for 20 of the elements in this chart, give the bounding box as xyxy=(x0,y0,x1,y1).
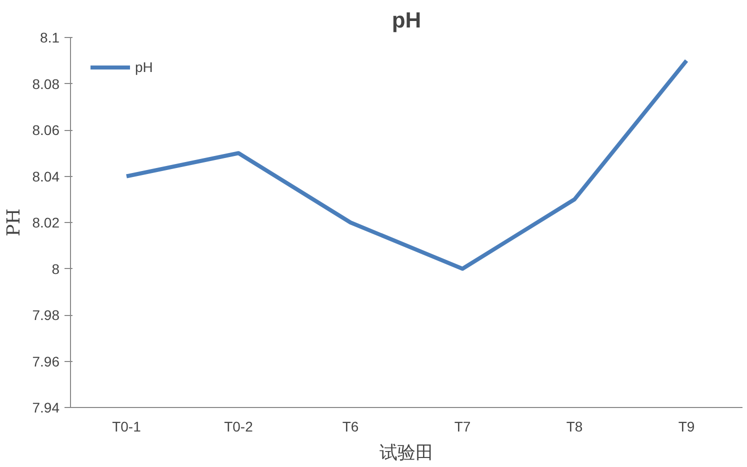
x-tick-label: T6 xyxy=(342,418,359,434)
y-tick-label: 7.96 xyxy=(32,353,60,370)
y-tick-label: 8.06 xyxy=(32,122,60,138)
x-tick-label: T8 xyxy=(566,418,583,434)
y-tick-label: 8.1 xyxy=(40,30,60,46)
y-tick-label: 8 xyxy=(52,260,60,277)
x-tick-label: T7 xyxy=(454,418,471,434)
x-tick-label: T0-1 xyxy=(112,418,142,434)
x-axis-title: 试验田 xyxy=(380,442,434,464)
y-tick-label: 8.04 xyxy=(32,168,60,184)
x-tick-label: T9 xyxy=(678,418,695,434)
y-tick-label: 7.94 xyxy=(32,400,60,416)
y-tick-label: 8.02 xyxy=(32,214,60,230)
y-tick-label: 8.08 xyxy=(32,76,60,92)
y-axis-title: PH xyxy=(3,208,24,236)
line-series xyxy=(124,58,688,271)
y-tick-label: 7.98 xyxy=(32,307,60,323)
x-tick-label: T0-2 xyxy=(224,418,254,434)
legend-label: pH xyxy=(135,59,154,75)
chart-title: pH xyxy=(392,8,422,32)
